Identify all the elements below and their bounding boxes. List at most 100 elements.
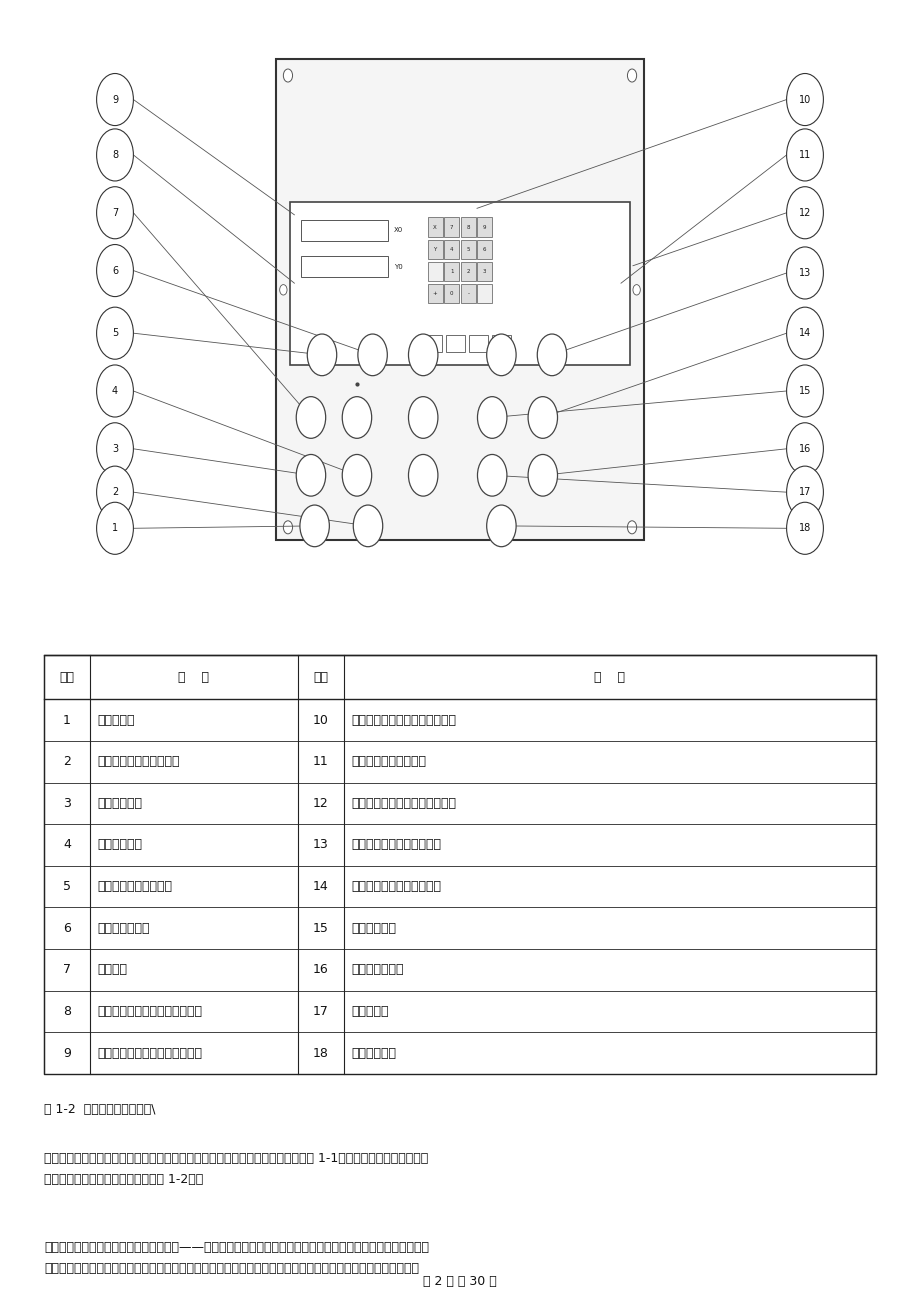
Circle shape xyxy=(342,397,371,439)
Circle shape xyxy=(786,503,823,555)
Text: Y0: Y0 xyxy=(393,264,403,270)
Bar xyxy=(301,256,388,277)
Bar xyxy=(444,262,459,281)
Text: X0: X0 xyxy=(393,228,403,233)
Text: 反向快速按鈕: 反向快速按鈕 xyxy=(97,838,142,852)
Text: 12: 12 xyxy=(798,208,811,217)
Circle shape xyxy=(477,397,506,439)
Circle shape xyxy=(786,186,823,238)
Text: 11: 11 xyxy=(798,150,811,160)
Text: 17: 17 xyxy=(312,1005,328,1018)
Circle shape xyxy=(96,503,133,555)
Text: 主轴或平旋盘反转点动按鈕: 主轴或平旋盘反转点动按鈕 xyxy=(350,880,440,893)
Text: 4: 4 xyxy=(63,838,71,852)
Bar xyxy=(492,335,510,352)
Text: 12: 12 xyxy=(312,797,328,810)
Bar xyxy=(444,284,459,303)
Text: 8: 8 xyxy=(466,225,470,229)
Text: 6: 6 xyxy=(63,922,71,935)
Text: 工作台回转运动按鈕（带亮灯）: 工作台回转运动按鈕（带亮灯） xyxy=(350,797,456,810)
Bar xyxy=(427,240,442,259)
Text: 15: 15 xyxy=(798,385,811,396)
Text: 8: 8 xyxy=(63,1005,71,1018)
Text: 主电机停止按鈕: 主电机停止按鈕 xyxy=(97,922,150,935)
Circle shape xyxy=(786,247,823,299)
Text: 1: 1 xyxy=(449,270,453,273)
Text: +: + xyxy=(432,292,437,296)
Bar xyxy=(427,284,442,303)
Text: 主轴或平旋盘正转点动按鈕: 主轴或平旋盘正转点动按鈕 xyxy=(350,838,440,852)
Text: 2: 2 xyxy=(63,755,71,768)
Text: 名    称: 名 称 xyxy=(178,671,210,684)
Circle shape xyxy=(353,505,382,547)
Bar xyxy=(477,262,492,281)
Text: 电源指示灯: 电源指示灯 xyxy=(97,713,134,727)
Bar xyxy=(460,284,475,303)
Circle shape xyxy=(296,454,325,496)
Circle shape xyxy=(486,505,516,547)
Text: 机床急停按鈕: 机床急停按鈕 xyxy=(350,1047,395,1060)
Bar xyxy=(477,217,492,237)
Bar xyxy=(427,262,442,281)
Text: 序号: 序号 xyxy=(312,671,328,684)
Text: 17: 17 xyxy=(798,487,811,497)
Text: 导轨润滑泵按鈕: 导轨润滑泵按鈕 xyxy=(350,963,403,976)
Text: 光学照明按鈕: 光学照明按鈕 xyxy=(350,922,395,935)
Circle shape xyxy=(786,423,823,475)
Circle shape xyxy=(96,129,133,181)
Text: 变速执行按鈕（带亮灯）: 变速执行按鈕（带亮灯） xyxy=(97,755,179,768)
Text: 工作台纵向运动按鈕（带亮灯）: 工作台纵向运动按鈕（带亮灯） xyxy=(97,1047,202,1060)
Text: 5: 5 xyxy=(112,328,118,339)
Text: 序号: 序号 xyxy=(60,671,74,684)
Text: 18: 18 xyxy=(798,523,811,534)
Text: 主轴筱升降运动按鈕（带亮灯）: 主轴筱升降运动按鈕（带亮灯） xyxy=(350,713,456,727)
Circle shape xyxy=(786,307,823,359)
Text: 13: 13 xyxy=(798,268,811,277)
Text: 7: 7 xyxy=(449,225,453,229)
Circle shape xyxy=(786,129,823,181)
Text: 2: 2 xyxy=(466,270,470,273)
Text: 14: 14 xyxy=(798,328,811,339)
Text: 5: 5 xyxy=(63,880,71,893)
Circle shape xyxy=(283,69,292,82)
Text: X: X xyxy=(433,225,437,229)
Bar xyxy=(44,655,875,1074)
Text: 6: 6 xyxy=(112,266,118,276)
Text: 16: 16 xyxy=(312,963,328,976)
Text: 第 2 页 共 30 页: 第 2 页 共 30 页 xyxy=(423,1275,496,1288)
Text: 7: 7 xyxy=(112,208,118,217)
Text: 9: 9 xyxy=(482,225,486,229)
Text: 主轴或平旋盘反转按鈕: 主轴或平旋盘反转按鈕 xyxy=(350,755,425,768)
Text: Y: Y xyxy=(433,247,437,251)
Text: 3: 3 xyxy=(63,797,71,810)
Bar xyxy=(276,59,643,540)
Text: 正向快速按鈕: 正向快速按鈕 xyxy=(97,797,142,810)
Text: 3: 3 xyxy=(112,444,118,454)
Text: 6: 6 xyxy=(482,247,486,251)
Circle shape xyxy=(528,397,557,439)
Circle shape xyxy=(486,335,516,376)
Circle shape xyxy=(408,335,437,376)
Text: 3: 3 xyxy=(482,270,486,273)
Text: 15: 15 xyxy=(312,922,328,935)
Text: 图 1-2  鐕鈕站上的按鈕布置\: 图 1-2 鐕鈕站上的按鈕布置\ xyxy=(44,1103,155,1116)
Circle shape xyxy=(300,505,329,547)
Circle shape xyxy=(96,365,133,417)
Circle shape xyxy=(537,335,566,376)
Text: 9: 9 xyxy=(63,1047,71,1060)
Circle shape xyxy=(96,186,133,238)
Text: 10: 10 xyxy=(312,713,328,727)
Text: 14: 14 xyxy=(312,880,328,893)
Text: 照明灯开关: 照明灯开关 xyxy=(350,1005,388,1018)
Text: 8: 8 xyxy=(112,150,118,160)
Bar xyxy=(301,220,388,241)
Bar xyxy=(444,217,459,237)
Circle shape xyxy=(357,335,387,376)
Bar xyxy=(444,240,459,259)
Circle shape xyxy=(96,466,133,518)
Text: 2: 2 xyxy=(112,487,118,497)
Text: -: - xyxy=(467,292,469,296)
Text: 工作台横向运动按鈕（带亮灯）: 工作台横向运动按鈕（带亮灯） xyxy=(97,1005,202,1018)
Circle shape xyxy=(632,285,640,296)
Circle shape xyxy=(342,454,371,496)
